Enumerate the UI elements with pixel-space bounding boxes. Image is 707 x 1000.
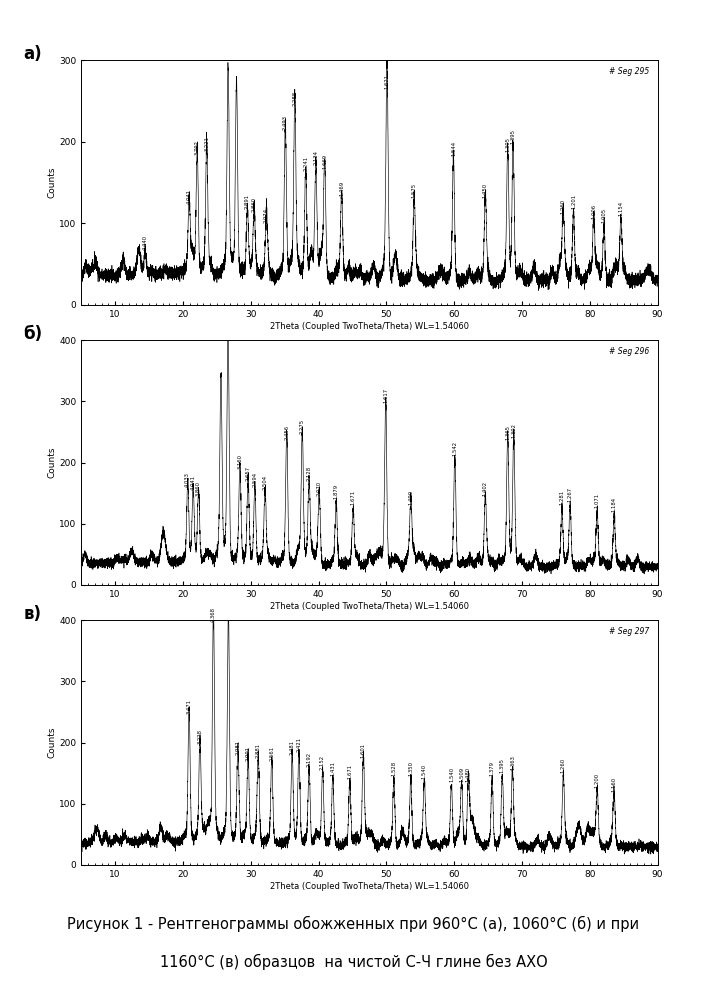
Text: 4.033: 4.033 [185, 472, 190, 487]
Text: 1.671: 1.671 [347, 764, 352, 779]
X-axis label: 2Theta (Coupled TwoTheta/Theta) WL=1.54060: 2Theta (Coupled TwoTheta/Theta) WL=1.540… [270, 882, 469, 891]
Text: 1160°C (в) образцов  на чистой С-Ч глине без АХО: 1160°C (в) образцов на чистой С-Ч глине … [160, 954, 547, 970]
Text: 4.440: 4.440 [143, 235, 148, 250]
Text: 2.070: 2.070 [317, 481, 322, 496]
Text: 2.481: 2.481 [290, 740, 295, 755]
Text: 2.241: 2.241 [303, 156, 308, 171]
Text: 1.669: 1.669 [322, 153, 327, 169]
Text: 1.671: 1.671 [351, 490, 356, 505]
Text: 1.575: 1.575 [411, 183, 416, 198]
Text: 1.617: 1.617 [383, 388, 388, 403]
Text: 1.260: 1.260 [561, 199, 566, 214]
X-axis label: 2Theta (Coupled TwoTheta/Theta) WL=1.54060: 2Theta (Coupled TwoTheta/Theta) WL=1.540… [270, 322, 469, 331]
Text: 1.302: 1.302 [511, 423, 516, 438]
Text: 1.395: 1.395 [500, 758, 505, 773]
Text: 1.365: 1.365 [506, 425, 510, 440]
Text: 1.154: 1.154 [619, 201, 624, 216]
Y-axis label: Counts: Counts [47, 167, 57, 198]
Text: 1.363: 1.363 [510, 755, 515, 770]
Text: 1.071: 1.071 [595, 493, 600, 508]
Text: 1.350: 1.350 [408, 761, 414, 776]
Text: 1.490: 1.490 [408, 490, 414, 505]
Text: б): б) [24, 325, 43, 343]
Text: 4.041: 4.041 [191, 475, 196, 490]
Text: 1.509: 1.509 [459, 767, 464, 782]
Text: 1.431: 1.431 [330, 761, 335, 776]
Text: 1.281: 1.281 [559, 490, 564, 505]
Text: 1.006: 1.006 [591, 204, 596, 219]
Text: # Seg 296: # Seg 296 [609, 347, 649, 356]
Text: 4.041: 4.041 [187, 189, 192, 204]
Y-axis label: Counts: Counts [47, 727, 57, 758]
Text: 2.860: 2.860 [252, 197, 257, 212]
Text: 2.152: 2.152 [320, 755, 325, 770]
Text: 2.881: 2.881 [256, 743, 261, 758]
Text: 2.421: 2.421 [296, 737, 301, 752]
Text: 1.402: 1.402 [483, 481, 488, 496]
Text: 1.621: 1.621 [385, 74, 390, 89]
Text: 1.540: 1.540 [449, 767, 454, 782]
Text: 1.201: 1.201 [571, 194, 576, 209]
Text: 1.542: 1.542 [452, 441, 457, 456]
Text: 2.981: 2.981 [235, 740, 240, 755]
Text: 1.450: 1.450 [483, 183, 488, 198]
Text: 4.368: 4.368 [211, 607, 216, 622]
Text: Рисунок 1 - Рентгенограммы обожженных при 960°C (а), 1060°C (б) и при: Рисунок 1 - Рентгенограммы обожженных пр… [67, 916, 640, 932]
Text: 1.601: 1.601 [361, 743, 366, 758]
Text: # Seg 297: # Seg 297 [609, 627, 649, 636]
Text: 2.561: 2.561 [269, 746, 274, 761]
Text: 3.228: 3.228 [197, 729, 202, 744]
Text: 1.528: 1.528 [391, 761, 397, 776]
Text: 1.200: 1.200 [595, 773, 600, 788]
Text: 1.469: 1.469 [339, 180, 344, 196]
Text: 2.456: 2.456 [284, 425, 289, 440]
Text: 2.134: 2.134 [313, 150, 318, 165]
Text: 1.480: 1.480 [466, 767, 471, 782]
Text: 1.005: 1.005 [602, 207, 607, 223]
Text: 2.594: 2.594 [252, 472, 257, 487]
Text: 1.879: 1.879 [334, 484, 339, 499]
Text: 1.160: 1.160 [612, 776, 617, 792]
Text: в): в) [24, 605, 42, 623]
Text: 2.891: 2.891 [245, 194, 250, 209]
Text: 3.221: 3.221 [204, 136, 209, 151]
Text: 3.792: 3.792 [194, 140, 199, 155]
Text: 2.493: 2.493 [283, 115, 288, 130]
Text: 3.860: 3.860 [196, 481, 201, 496]
Text: 1.260: 1.260 [561, 758, 566, 773]
Text: 1.540: 1.540 [422, 764, 427, 779]
Text: 1.305: 1.305 [506, 137, 510, 152]
Text: 2.974: 2.974 [264, 207, 269, 223]
Text: 1.544: 1.544 [451, 141, 456, 156]
Y-axis label: Counts: Counts [47, 447, 57, 478]
X-axis label: 2Theta (Coupled TwoTheta/Theta) WL=1.54060: 2Theta (Coupled TwoTheta/Theta) WL=1.540… [270, 602, 469, 611]
Text: 1.267: 1.267 [568, 487, 573, 502]
Text: 2.128: 2.128 [307, 466, 312, 481]
Text: 1.395: 1.395 [510, 129, 515, 144]
Text: 1.379: 1.379 [490, 761, 495, 776]
Text: 3.160: 3.160 [238, 454, 243, 469]
Text: 2.504: 2.504 [262, 475, 267, 490]
Text: 2.991: 2.991 [245, 746, 250, 761]
Text: 2.657: 2.657 [245, 466, 250, 481]
Text: а): а) [24, 45, 42, 63]
Text: 1.184: 1.184 [612, 496, 617, 512]
Text: # Seg 295: # Seg 295 [609, 67, 649, 76]
Text: 2.275: 2.275 [300, 419, 305, 434]
Text: 2.288: 2.288 [292, 91, 298, 106]
Text: 2.192: 2.192 [307, 752, 312, 767]
Text: 3.471: 3.471 [187, 699, 192, 714]
